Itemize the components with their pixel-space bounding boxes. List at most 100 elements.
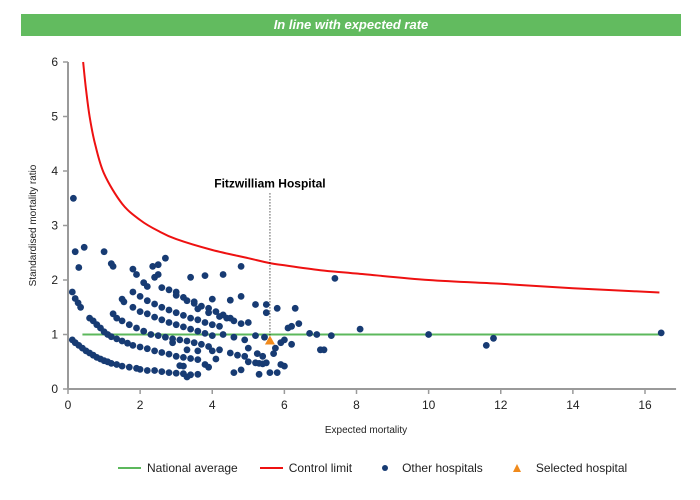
hospital-point[interactable] [147, 331, 155, 338]
hospital-point[interactable] [237, 320, 245, 327]
hospital-point[interactable] [226, 296, 234, 304]
hospital-point[interactable] [190, 300, 198, 307]
hospital-point[interactable] [129, 288, 137, 296]
hospital-point[interactable] [124, 339, 131, 347]
hospital-point[interactable] [120, 298, 128, 306]
hospital-point[interactable] [291, 304, 299, 312]
hospital-point[interactable] [241, 336, 249, 344]
hospital-point[interactable] [230, 369, 238, 376]
hospital-point[interactable] [151, 300, 159, 308]
hospital-point[interactable] [165, 350, 173, 358]
hospital-point[interactable] [266, 369, 274, 376]
hospital-point[interactable] [154, 332, 162, 339]
hospital-point[interactable] [183, 346, 191, 354]
hospital-point[interactable] [136, 343, 144, 351]
hospital-point[interactable] [149, 263, 157, 270]
hospital-point[interactable] [158, 349, 166, 356]
hospital-point[interactable] [237, 366, 245, 374]
hospital-point[interactable] [172, 352, 180, 360]
hospital-point[interactable] [136, 308, 144, 315]
hospital-point[interactable] [356, 325, 364, 333]
hospital-point[interactable] [71, 248, 79, 256]
hospital-point[interactable] [129, 303, 137, 311]
hospital-point[interactable] [151, 313, 159, 321]
hospital-point[interactable] [281, 362, 288, 370]
hospital-point[interactable] [288, 322, 295, 330]
hospital-point[interactable] [129, 265, 137, 273]
hospital-point[interactable] [331, 275, 339, 282]
hospital-point[interactable] [306, 330, 313, 337]
hospital-point[interactable] [230, 317, 238, 325]
hospital-point[interactable] [194, 316, 202, 324]
hospital-point[interactable] [107, 333, 115, 341]
hospital-point[interactable] [133, 324, 140, 332]
hospital-point[interactable] [158, 303, 166, 311]
hospital-point[interactable] [113, 314, 121, 322]
hospital-point[interactable] [68, 288, 76, 296]
hospital-point[interactable] [234, 351, 241, 359]
hospital-point[interactable] [113, 335, 121, 343]
hospital-point[interactable] [118, 317, 126, 325]
hospital-point[interactable] [75, 264, 83, 271]
hospital-point[interactable] [295, 320, 303, 327]
hospital-point[interactable] [143, 297, 151, 305]
hospital-point[interactable] [154, 261, 162, 269]
hospital-point[interactable] [183, 373, 191, 381]
hospital-point[interactable] [194, 370, 202, 378]
hospital-point[interactable] [70, 194, 77, 202]
hospital-point[interactable] [216, 346, 223, 354]
hospital-point[interactable] [187, 355, 195, 362]
hospital-point[interactable] [125, 363, 133, 371]
hospital-point[interactable] [253, 350, 261, 357]
hospital-point[interactable] [244, 358, 252, 366]
hospital-point[interactable] [482, 342, 490, 349]
hospital-point[interactable] [262, 359, 270, 367]
hospital-point[interactable] [165, 306, 173, 314]
hospital-point[interactable] [172, 309, 180, 317]
hospital-point[interactable] [252, 301, 259, 308]
hospital-point[interactable] [180, 354, 187, 361]
hospital-point[interactable] [154, 271, 162, 278]
hospital-point[interactable] [273, 369, 281, 376]
hospital-point[interactable] [219, 271, 227, 278]
hospital-point[interactable] [205, 363, 213, 371]
hospital-point[interactable] [180, 312, 187, 319]
hospital-point[interactable] [201, 319, 209, 326]
hospital-point[interactable] [194, 305, 202, 313]
hospital-point[interactable] [194, 327, 202, 335]
hospital-point[interactable] [313, 331, 321, 338]
hospital-point[interactable] [281, 336, 288, 344]
hospital-point[interactable] [241, 352, 249, 360]
hospital-point[interactable] [169, 339, 177, 347]
hospital-point[interactable] [190, 339, 198, 347]
hospital-point[interactable] [172, 369, 180, 377]
hospital-point[interactable] [183, 337, 191, 345]
hospital-point[interactable] [273, 304, 281, 312]
hospital-point[interactable] [151, 347, 159, 355]
hospital-point[interactable] [212, 308, 220, 315]
hospital-point[interactable] [244, 344, 252, 352]
hospital-point[interactable] [223, 314, 231, 322]
hospital-point[interactable] [172, 291, 180, 299]
hospital-point[interactable] [208, 347, 216, 355]
hospital-point[interactable] [140, 327, 148, 335]
hospital-point[interactable] [180, 323, 187, 331]
hospital-point[interactable] [165, 319, 173, 326]
hospital-point[interactable] [425, 331, 432, 338]
hospital-point[interactable] [187, 325, 195, 333]
hospital-point[interactable] [237, 263, 245, 270]
hospital-point[interactable] [176, 362, 184, 369]
hospital-point[interactable] [77, 303, 84, 311]
hospital-point[interactable] [172, 321, 180, 329]
hospital-point[interactable] [194, 347, 202, 355]
hospital-point[interactable] [143, 345, 151, 353]
hospital-point[interactable] [208, 332, 216, 339]
hospital-point[interactable] [143, 310, 151, 318]
hospital-point[interactable] [143, 367, 151, 374]
hospital-point[interactable] [118, 337, 126, 345]
hospital-point[interactable] [109, 263, 117, 270]
hospital-point[interactable] [288, 340, 295, 348]
hospital-point[interactable] [237, 293, 245, 300]
hospital-point[interactable] [158, 368, 166, 375]
hospital-point[interactable] [143, 283, 151, 290]
